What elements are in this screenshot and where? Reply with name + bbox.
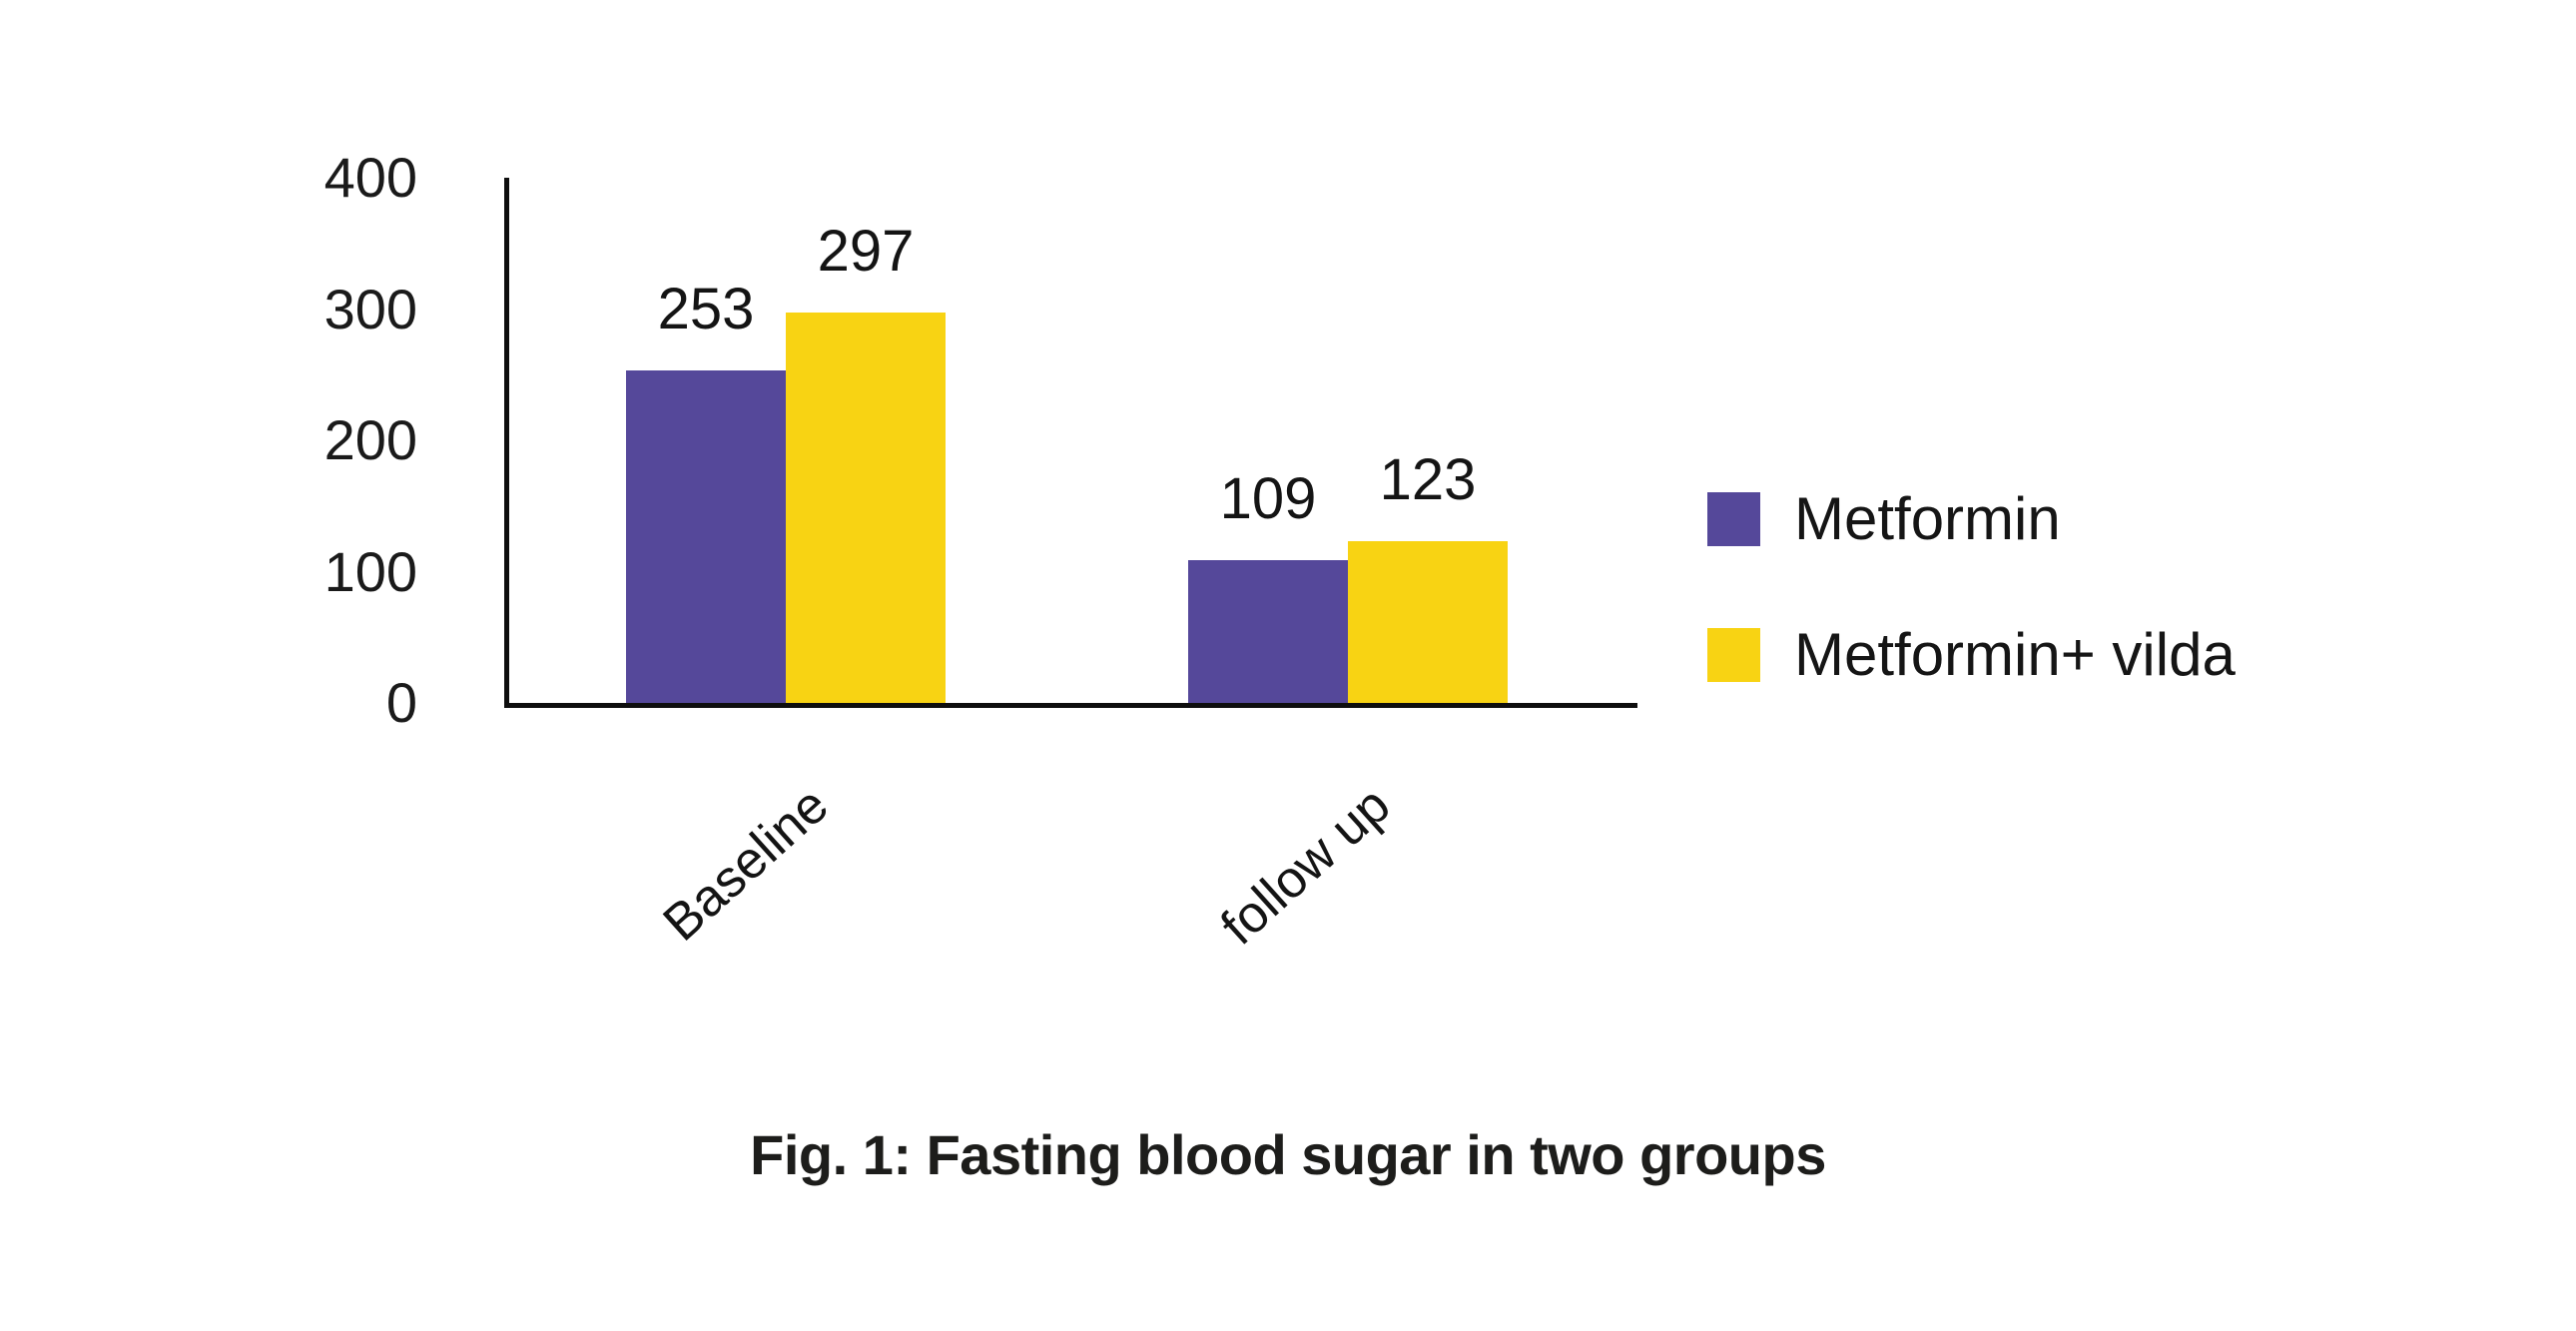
bar-metformin-vilda-baseline bbox=[786, 313, 946, 703]
bar-value-label: 109 bbox=[1219, 465, 1317, 531]
y-tick-label-100: 100 bbox=[323, 539, 417, 603]
y-tick-label-200: 200 bbox=[323, 408, 417, 471]
legend-swatch-metformin-vilda bbox=[1707, 628, 1760, 682]
legend-swatch-metformin bbox=[1707, 492, 1760, 546]
legend-item-metformin-vilda: Metformin+ vilda bbox=[1707, 621, 2236, 688]
bar-metformin-baseline bbox=[626, 370, 786, 703]
x-category-label-baseline: Baseline bbox=[652, 776, 840, 953]
bar-metformin-vilda-follow-up bbox=[1348, 541, 1508, 703]
y-axis-line bbox=[504, 178, 509, 708]
x-axis-line bbox=[504, 703, 1637, 708]
bar-value-label: 253 bbox=[657, 277, 755, 342]
bar-value-label: 297 bbox=[817, 219, 915, 285]
bar-metformin-follow-up bbox=[1188, 559, 1348, 703]
figure-caption: Fig. 1: Fasting blood sugar in two group… bbox=[750, 1123, 1826, 1186]
y-tick-label-300: 300 bbox=[323, 277, 417, 340]
bar-value-label: 123 bbox=[1379, 447, 1477, 513]
legend-item-metformin: Metformin bbox=[1707, 485, 2236, 552]
x-category-label-follow-up: follow up bbox=[1209, 776, 1402, 957]
legend-label: Metformin bbox=[1794, 485, 2061, 552]
y-tick-label-0: 0 bbox=[385, 671, 417, 734]
legend: Metformin Metformin+ vilda bbox=[1707, 485, 2236, 764]
y-tick-label-400: 400 bbox=[323, 146, 417, 209]
legend-label: Metformin+ vilda bbox=[1794, 621, 2236, 688]
